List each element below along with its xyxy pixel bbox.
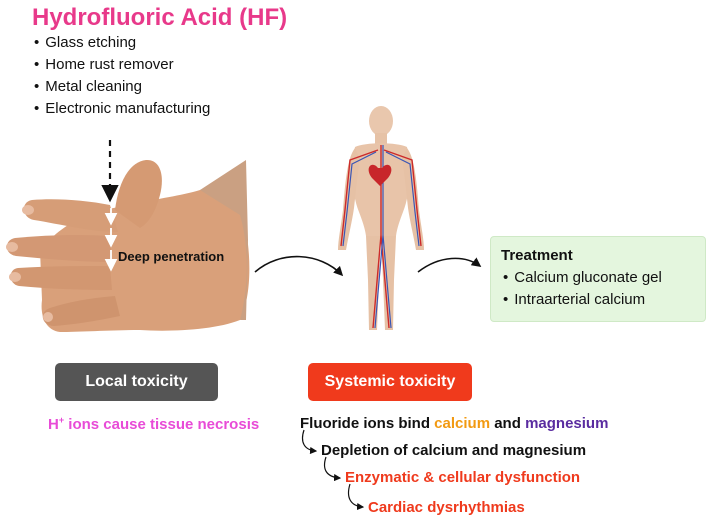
calcium-word: calcium <box>434 415 491 432</box>
treatment-box: Treatment Calcium gluconate gel Intraart… <box>490 236 706 322</box>
chain-step-3: Enzymatic & cellular dysfunction <box>345 469 581 486</box>
magnesium-word: magnesium <box>525 415 609 432</box>
chain-1-prefix: Fluoride ions bind <box>300 415 435 432</box>
treatment-title: Treatment <box>501 247 573 264</box>
chain-step-1: Fluoride ions bind calcium and magnesium <box>300 415 608 432</box>
chain-step-4: Cardiac dysrhythmias <box>368 499 525 516</box>
plus-superscript: + <box>58 415 65 425</box>
necrosis-text: ions cause tissue necrosis <box>64 416 260 433</box>
h-text: H <box>48 416 59 433</box>
list-item: Glass etching <box>32 32 210 54</box>
systemic-toxicity-badge: Systemic toxicity <box>308 363 472 401</box>
arrow-hand-to-body <box>254 255 344 277</box>
uses-list: Glass etching Home rust remover Metal cl… <box>32 32 210 120</box>
list-item: Electronic manufacturing <box>32 98 210 120</box>
chain-arrows <box>301 429 365 511</box>
list-item: Home rust remover <box>32 54 210 76</box>
chain-step-2: Depletion of calcium and magnesium <box>321 442 587 459</box>
human-body-illustration <box>338 106 424 330</box>
arrow-body-to-treatment <box>417 257 482 273</box>
local-toxicity-description: H+ ions cause tissue necrosis <box>48 415 259 433</box>
list-item: Calcium gluconate gel <box>501 267 695 289</box>
list-item: Intraarterial calcium <box>501 289 695 311</box>
treatment-list: Calcium gluconate gel Intraarterial calc… <box>501 267 695 311</box>
deep-penetration-label: Deep penetration <box>118 249 225 264</box>
list-item: Metal cleaning <box>32 76 210 98</box>
hand-illustration <box>6 159 250 332</box>
local-toxicity-badge: Local toxicity <box>55 363 218 401</box>
chain-1-and: and <box>490 415 526 432</box>
page-title: Hydrofluoric Acid (HF) <box>32 4 288 31</box>
